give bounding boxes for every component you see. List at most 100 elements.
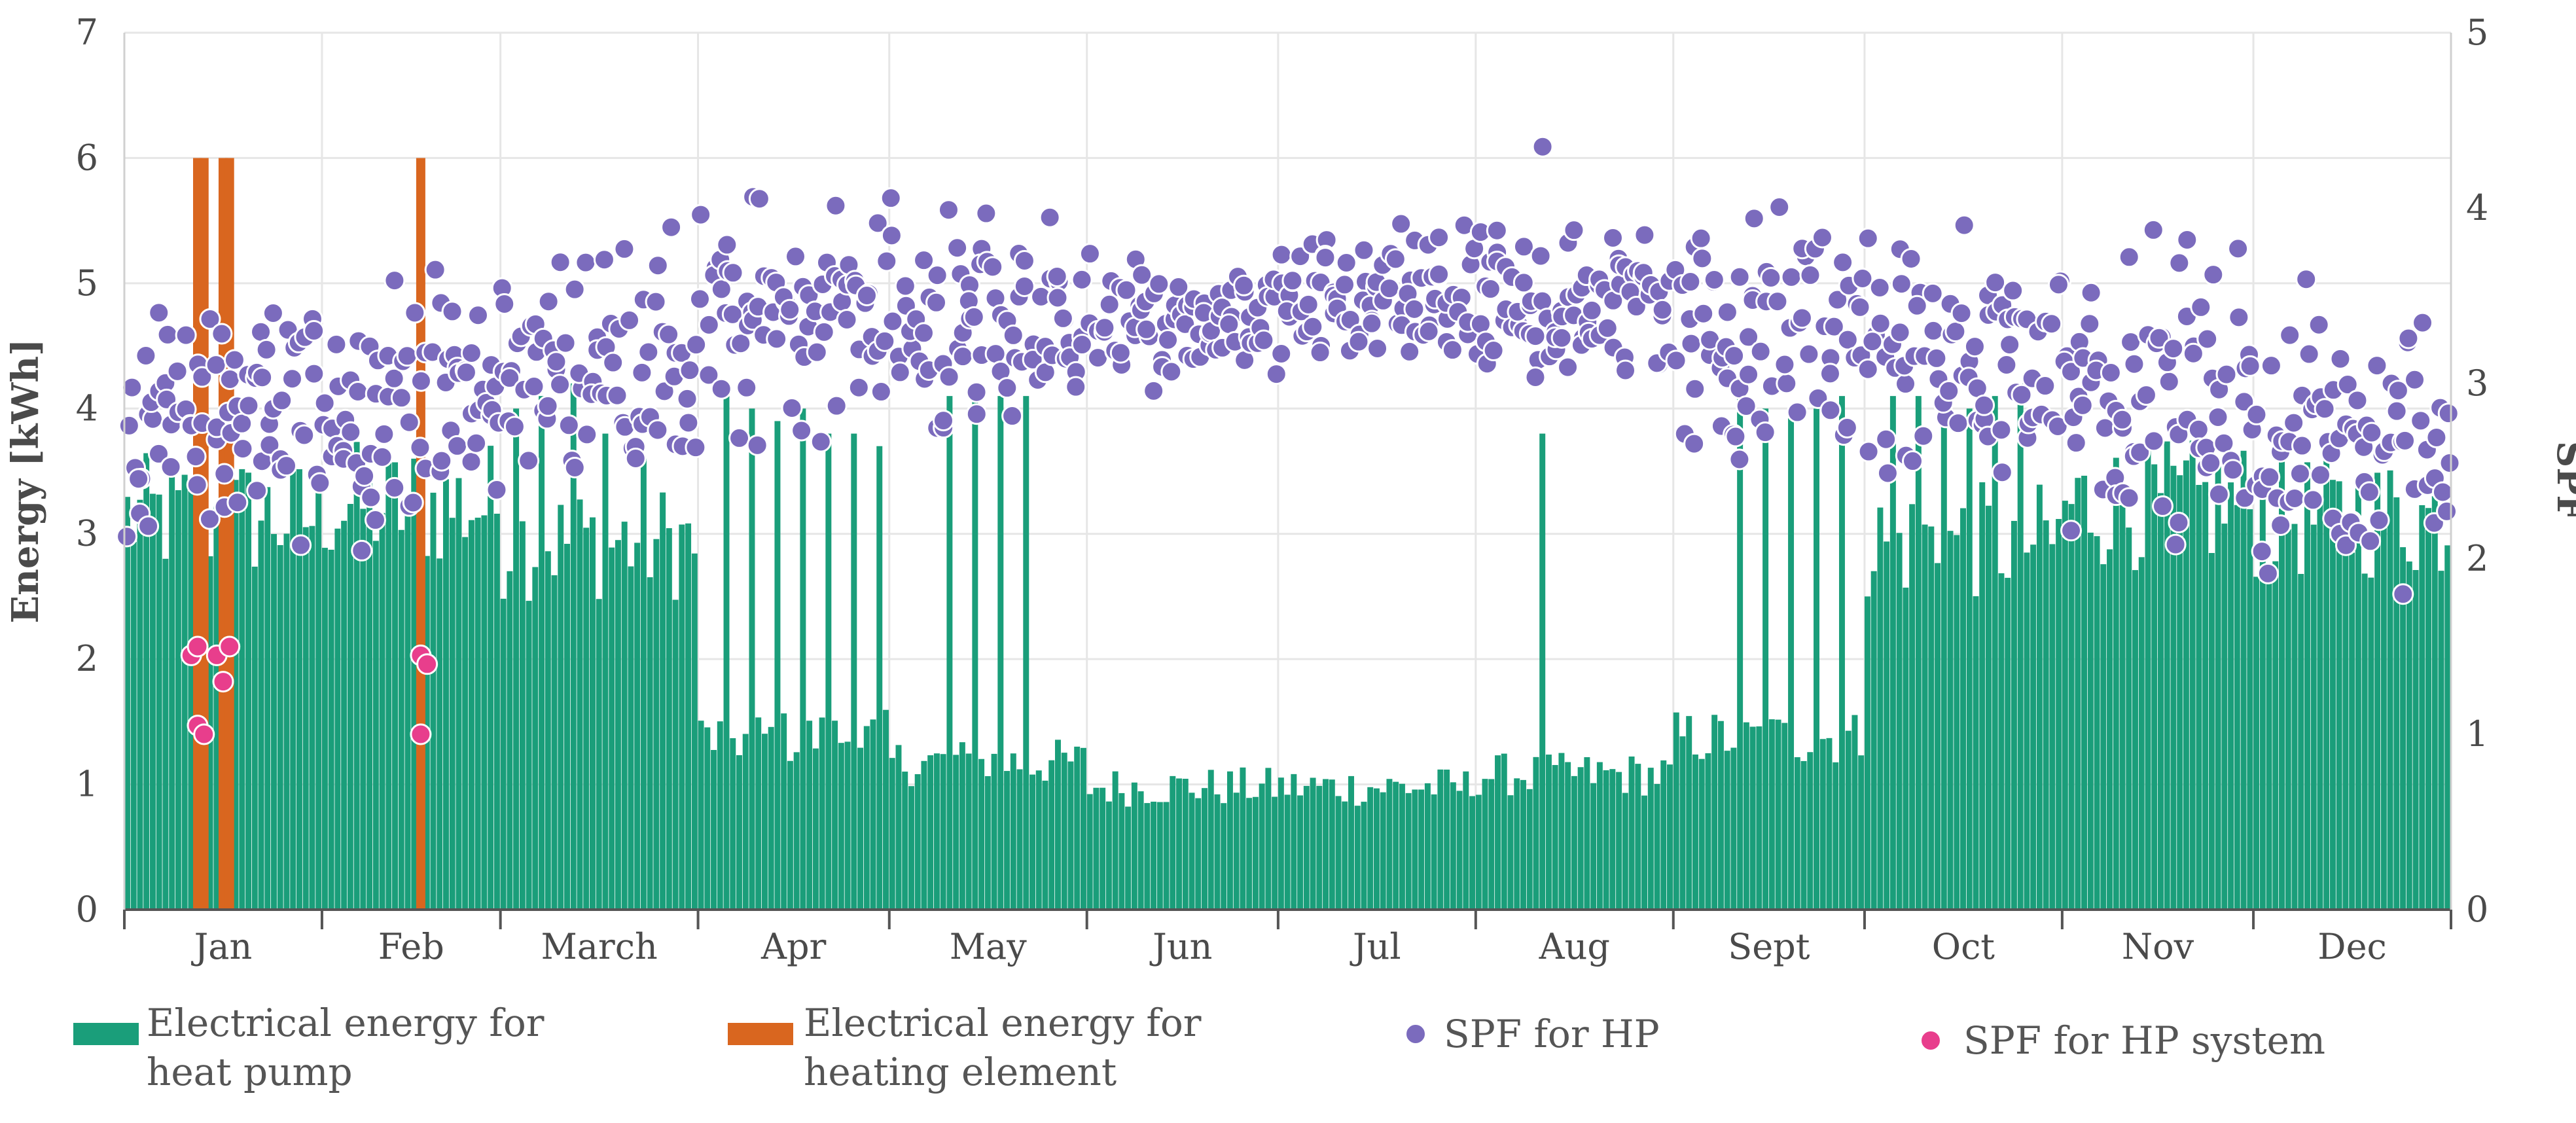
spf-hp-point [1890,273,1912,295]
spf-hp-point [2227,238,2249,260]
heat-pump-bar [2011,520,2017,910]
heat-pump-bar [1125,806,1132,910]
spf-hp-point [383,367,405,389]
spf-hp-point [1367,337,1389,359]
spf-hp-point [1265,363,1287,385]
month-label: Oct [1932,926,1995,967]
heat-pump-bar [2393,497,2400,910]
heat-pump-bar [449,518,456,910]
heat-pump-bar [1418,789,1425,910]
heat-pump-bar [1749,726,1756,910]
heat-pump-bar [711,749,717,910]
heat-pump-bar [1858,755,1865,910]
spf-hp-point [606,384,628,406]
y-tick-label: 3 [76,513,98,554]
spf-hp-point [1836,416,1858,438]
spf-hp-point [1716,301,1738,323]
heat-pump-bar [309,526,315,910]
heat-pump-bar [793,752,800,910]
heat-pump-bar [1259,783,1265,910]
spf-hp-point [913,249,935,272]
spf-hp-point [465,432,488,454]
heat-pump-bar [596,599,602,910]
spf-hp-point [2394,429,2416,452]
spf-hp-point [653,380,675,402]
heat-pump-bar [1622,793,1628,910]
spf-hp-point [1486,219,1508,241]
spf-hp-point [1302,315,1324,338]
heat-pump-bar [2431,496,2438,910]
spf-hp-point [1851,267,1874,289]
spf-system-point [187,635,209,658]
spf-hp-point [137,515,160,537]
heat-pump-bar [730,738,736,910]
spf-hp-point [889,361,911,383]
heat-pump-bar [1960,508,1967,910]
heat-pump-bar [768,726,774,910]
heat-pump-bar [1928,526,1935,910]
spf-hp-point [410,370,432,392]
month-label: Nov [2122,926,2194,967]
legend-label-heating-element-line2: heating element [804,1050,1117,1094]
heat-pump-bar [1342,801,1348,910]
month-labels: Jan Feb March Apr May Jun Jul Aug Sept Oct Nov Dec [191,926,2387,967]
heat-pump-bar [1016,769,1023,910]
heat-pump-bar [175,490,181,910]
month-label: Dec [2317,926,2387,967]
heat-pump-bar [2164,441,2170,910]
spf-hp-point [424,258,446,281]
spf-system-point [212,671,234,693]
heat-pump-bar [213,507,220,910]
spf-hp-point [689,288,711,310]
heat-pump-bar [2024,552,2030,910]
spf-hp-point [147,442,170,465]
spf-hp-point [238,395,260,417]
spf-hp-point [2239,355,2261,377]
spf-hp-point [2135,384,2157,406]
spf-hp-point [1512,236,1535,258]
spf-hp-point [1233,274,1255,296]
heat-pump-bar [1717,721,1724,910]
heat-pump-bar [691,553,698,910]
spf-hp-point [2392,583,2414,605]
spf-hp-point [198,508,221,530]
spf-hp-point [874,330,896,352]
spf-hp-point [1857,227,1879,249]
heat-pump-bar [1246,798,1253,910]
heat-pump-bar [493,513,500,910]
heat-pump-bar [2113,457,2119,910]
spf-hp-point [2368,509,2390,531]
spf-hp-point [232,438,254,460]
spf-hp-point [1912,425,1935,447]
heat-pump-bar [1686,716,1692,910]
heat-pump-bar [353,442,360,910]
spf-hp-point [813,321,835,343]
spf-hp-point [766,328,788,350]
heat-pump-bar [1450,782,1456,910]
spf-hp-point [1902,450,1924,472]
heat-pump-bar [851,433,857,910]
heat-pump-bar [334,528,341,910]
heat-pump-bar [647,577,653,910]
legend-label-heat-pump-line2: heat pump [147,1050,353,1094]
spf-hp-point [1071,268,1093,291]
heat-pump-bar [2400,547,2406,910]
heat-pump-bar [927,755,934,910]
heat-pump-bar [2380,527,2387,910]
spf-hp-point [1384,248,1406,270]
spf-hp-point [1168,276,1190,298]
heat-pump-bar [742,734,749,910]
spf-hp-point [1530,245,1552,267]
spf-hp-point [309,472,331,494]
spf-hp-point [2118,487,2140,509]
spf-hp-point [1950,302,1973,325]
spf-hp-point [2259,466,2281,488]
spf-hp-point [2309,464,2331,486]
spf-hp-point [250,321,272,343]
heat-pump-bar [519,521,526,910]
spf-hp-point [1754,421,1776,444]
y2-tick-label: 4 [2466,187,2488,228]
heat-pump-bar [1571,775,1577,910]
heat-pump-bar [1998,573,2005,910]
heat-pump-bar [1131,782,1137,910]
